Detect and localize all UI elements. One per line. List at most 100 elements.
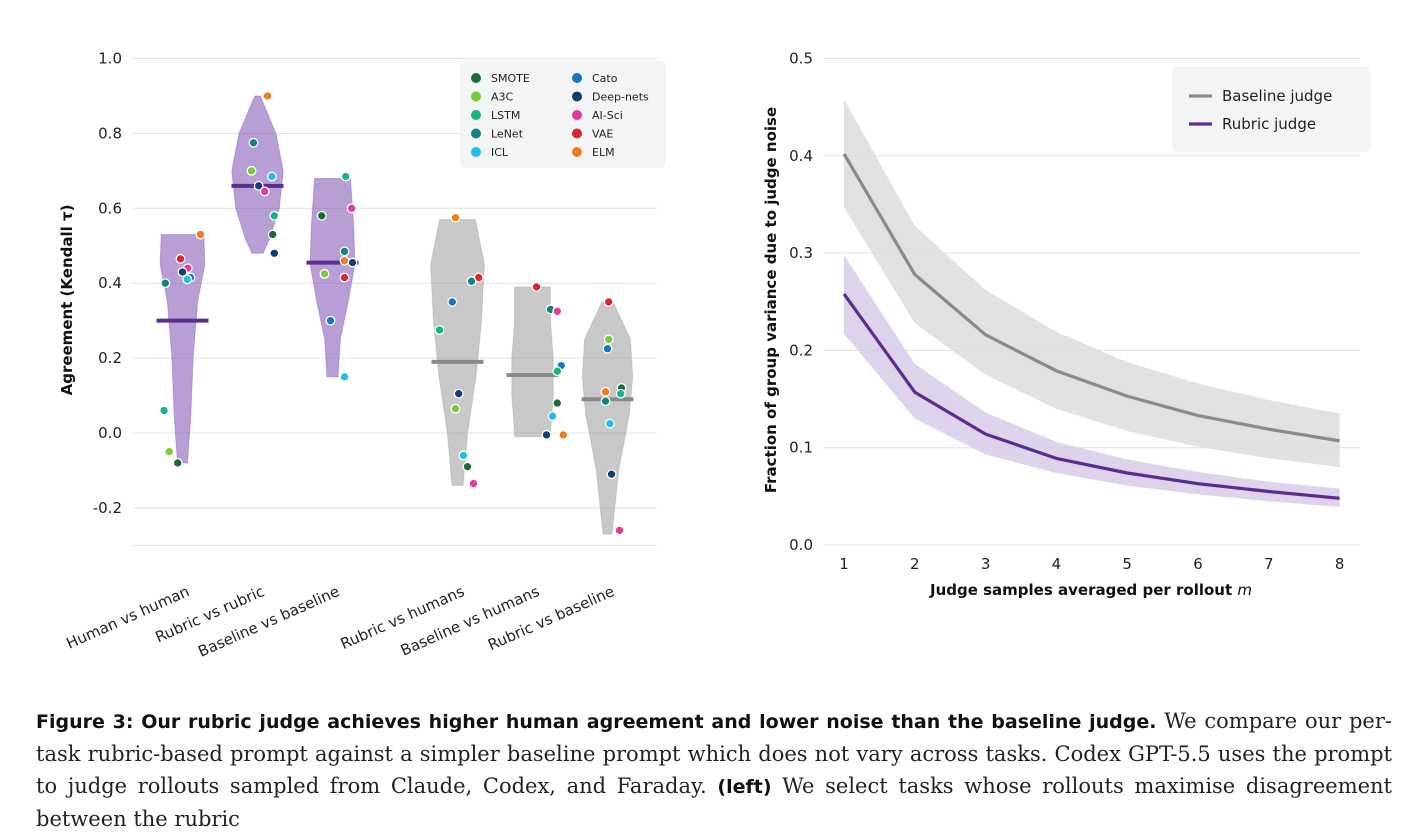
point-a3c [164,446,175,457]
point-lenet [466,276,477,287]
point-smote [316,210,327,221]
y-tick-label: 0.3 [789,244,813,262]
point-icl [458,450,469,461]
band-2 [844,255,1340,508]
point-lstm [434,325,445,335]
caption-text-1: We compare our per-task rubric-based pro… [36,709,1392,798]
caption-lead: Figure 3: Our rubric judge achieves high… [36,711,1157,733]
point-vae [175,253,186,264]
right-x-axis-label: Judge samples averaged per rollout m [929,581,1252,599]
legend-marker [572,128,582,139]
legend-marker [572,110,582,120]
point-smote [267,229,278,240]
point-cato [602,343,613,354]
x-tick-label: 4 [1052,555,1062,573]
point-ai-sci [259,186,270,197]
y-tick-label: 0.1 [789,439,813,457]
legend-label: LeNet [491,128,524,141]
x-tick-label: Baseline vs baseline [195,582,342,661]
point-a3c [450,403,461,414]
caption-left-label: (left) [717,776,772,798]
right-x-axis-variable: m [1237,581,1252,599]
point-icl [182,274,193,285]
point-lstm [615,388,626,399]
legend-marker [471,110,481,120]
legend-label: SMOTE [491,72,530,85]
x-tick-label: 2 [910,555,920,573]
x-tick-label: 6 [1193,555,1203,573]
point-elm [600,386,611,397]
confidence-bands [844,99,1340,508]
point-lenet [600,396,611,407]
point-smote [172,458,183,468]
right-legend: Baseline judge Rubric judge [1172,67,1371,152]
y-tick-label: 0.8 [98,124,122,142]
y-tick-label: 0.4 [98,274,122,292]
point-a3c [319,268,330,279]
point-elm [558,429,569,440]
y-tick-label: 0.4 [789,147,813,165]
point-deep-nets [453,388,464,399]
figure-caption: Figure 3: Our rubric judge achieves high… [36,705,1392,835]
legend-marker [572,147,582,157]
point-lstm [159,405,170,416]
y-tick-label: 0.2 [98,349,122,367]
left-legend: SMOTE A3C LSTM LeNet ICL Cato Deep-nets AI-Sci V… [460,61,666,168]
point-vae [339,272,350,283]
point-a3c [603,334,614,345]
legend-marker [471,73,481,83]
right-y-ticks: 0.5 0.4 0.3 0.2 0.1 0.0 [789,50,813,555]
point-deep-nets [347,257,358,268]
point-icl [339,371,350,382]
right-y-axis-label: Fraction of group variance due to judge … [762,107,780,493]
legend-label: AI-Sci [592,109,623,122]
y-tick-label: 0.0 [98,424,122,442]
violin-chart: 1.00.80.60.40.20.0-0.2 Human vs humanRub… [58,50,666,661]
violin-4 [430,219,485,486]
legend-label: Deep-nets [592,91,649,104]
point-lstm [269,210,280,221]
right-x-ticks: 1 2 3 4 5 6 7 8 [839,555,1344,573]
point-elm [262,90,273,101]
x-tick-label: 7 [1264,555,1274,573]
point-deep-nets [606,469,617,480]
x-tick-label: 5 [1122,555,1132,573]
point-smote [462,461,473,472]
point-smote [552,398,563,408]
point-elm [195,229,206,240]
x-tick-label: 3 [981,555,991,573]
legend-marker [572,91,582,102]
point-ai-sci [346,203,357,214]
point-lstm [340,171,351,182]
legend-box [1172,67,1371,152]
point-lstm [552,366,563,377]
legend-label: Cato [592,72,618,85]
point-icl [547,411,558,422]
y-tick-label: 0.5 [789,50,813,68]
point-deep-nets [541,429,552,440]
point-lenet [248,137,259,148]
band-1 [844,99,1340,468]
x-tick-label: Human vs human [64,582,193,652]
figure: 1.00.80.60.40.20.0-0.2 Human vs humanRub… [58,50,1371,661]
y-tick-label: 0.0 [789,536,813,554]
left-gridlines [132,58,657,546]
series-lines [842,153,1340,500]
legend-marker [471,147,481,157]
legend-label: ICL [491,146,509,159]
y-tick-label: 0.2 [789,341,813,359]
left-y-axis-label: Agreement (Kendall τ) [58,205,76,396]
series-line-2 [842,293,1340,500]
y-tick-label: 1.0 [98,50,122,68]
point-deep-nets [177,267,188,277]
point-icl [266,171,277,182]
point-ai-sci [468,478,479,489]
point-lenet [160,278,171,289]
legend-label: A3C [491,91,514,104]
point-deep-nets [253,180,264,191]
point-ai-sci [614,525,625,536]
series-line-1 [842,153,1340,443]
legend-marker [471,128,481,139]
y-tick-label: 0.6 [98,199,122,217]
